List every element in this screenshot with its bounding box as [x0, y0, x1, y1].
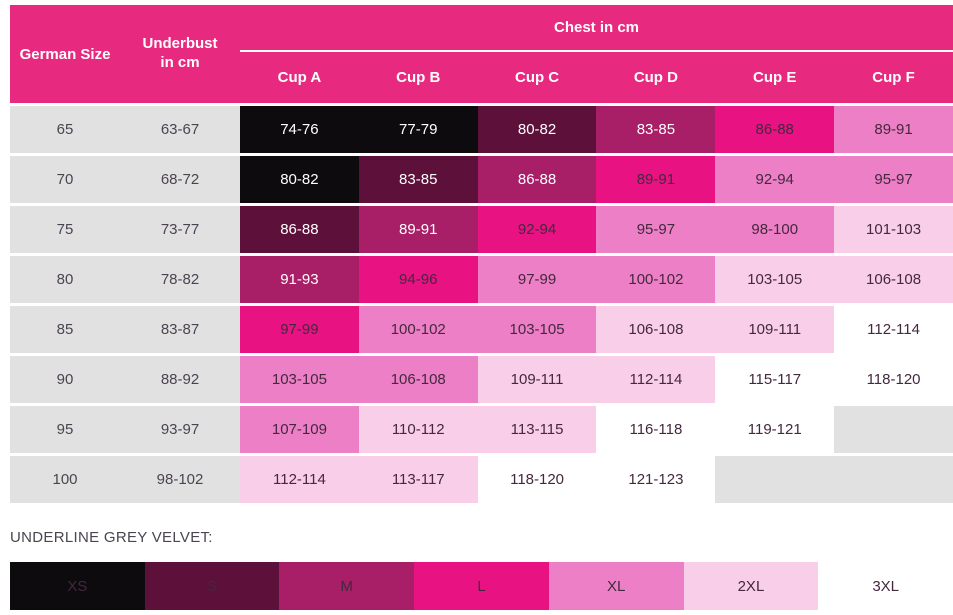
chest-range-cell: 94-96	[358, 256, 478, 303]
chest-range-cell: 103-105	[715, 256, 835, 303]
chest-range-cell: 107-109	[240, 406, 359, 453]
chest-range-cell: 97-99	[240, 306, 359, 353]
chest-range-cell: 86-88	[240, 206, 359, 253]
table-row: 90 88-92 103-105 106-108 109-111 112-114 115-1…	[10, 356, 953, 403]
german-size-cell: 75	[10, 206, 120, 253]
table-body: 65 63-67 74-76 77-79 80-82 83-85 86-88 89-91 70 6…	[10, 106, 953, 503]
german-size-cell: 80	[10, 256, 120, 303]
cup-header-row: Cup A Cup B Cup C Cup D Cup E Cup F	[240, 52, 953, 103]
chest-range-cell: 109-111	[477, 356, 597, 403]
header-german-size-label: German Size	[19, 45, 111, 63]
chest-range-cell: 98-100	[715, 206, 835, 253]
cup-header-label: Cup C	[514, 69, 560, 86]
table-row: 85 83-87 97-99 100-102 103-105 106-108 109-111…	[10, 306, 953, 353]
table-row: 70 68-72 80-82 83-85 86-88 89-91 92-94 95-97	[10, 156, 953, 203]
cup-header-label: Cup D	[633, 69, 678, 86]
chest-range-cell: 109-111	[715, 306, 835, 353]
table-row: 95 93-97 107-109 110-112 113-115 116-118 119-1…	[10, 406, 953, 453]
chest-range-cell: 89-91	[358, 206, 478, 253]
table-row: 75 73-77 86-88 89-91 92-94 95-97 98-100 101-103	[10, 206, 953, 253]
chest-range-cell: 89-91	[834, 106, 953, 153]
legend-title: UNDERLINE GREY VELVET:	[10, 529, 213, 546]
underbust-cell: 93-97	[120, 406, 240, 453]
empty-cell	[834, 406, 953, 453]
german-size-cell: 70	[10, 156, 120, 203]
chest-range-cell: 103-105	[477, 306, 597, 353]
legend-item: XL	[548, 562, 684, 610]
legend-item: L	[414, 562, 549, 610]
header-underbust-label: Underbust in cm	[142, 35, 218, 71]
chest-range-cell: 95-97	[834, 156, 953, 203]
chest-range-cell: 83-85	[358, 156, 478, 203]
table-row: 65 63-67 74-76 77-79 80-82 83-85 86-88 89-91	[10, 106, 953, 153]
chest-range-cell: 74-76	[240, 106, 359, 153]
chest-range-cell: 103-105	[240, 356, 359, 403]
chest-range-cell: 112-114	[834, 306, 953, 353]
header-german-size: German Size	[10, 5, 120, 103]
chest-range-cell: 101-103	[834, 206, 953, 253]
chest-range-cell: 80-82	[477, 106, 597, 153]
chest-range-cell: 116-118	[596, 406, 716, 453]
german-size-cell: 65	[10, 106, 120, 153]
underbust-cell: 73-77	[120, 206, 240, 253]
chest-range-cell: 113-117	[358, 456, 478, 503]
chest-range-cell: 89-91	[596, 156, 716, 203]
header-chest-group: Chest in cm Cup A Cup B Cup C Cup D Cup E Cup…	[240, 5, 953, 103]
chest-range-cell: 92-94	[477, 206, 597, 253]
underbust-cell: 68-72	[120, 156, 240, 203]
table-header: German Size Underbust in cm Chest in cm …	[10, 5, 953, 103]
cup-header-label: Cup B	[396, 69, 441, 86]
table-row: 80 78-82 91-93 94-96 97-99 100-102 103-105 106-…	[10, 256, 953, 303]
chest-range-cell: 118-120	[477, 456, 597, 503]
chest-range-cell: 119-121	[715, 406, 835, 453]
underbust-cell: 98-102	[120, 456, 240, 503]
header-chest-title-label: Chest in cm	[553, 19, 640, 36]
underbust-cell: 83-87	[120, 306, 240, 353]
header-underbust: Underbust in cm	[120, 5, 240, 103]
empty-cell	[715, 456, 835, 503]
chest-range-cell: 100-102	[596, 256, 716, 303]
chest-range-cell: 106-108	[834, 256, 953, 303]
underbust-cell: 88-92	[120, 356, 240, 403]
chest-range-cell: 95-97	[596, 206, 716, 253]
chest-range-cell: 80-82	[240, 156, 359, 203]
legend: XS S M L XL 2XL 3XL	[10, 562, 953, 610]
cup-header-label: Cup A	[277, 69, 322, 86]
chest-range-cell: 100-102	[358, 306, 478, 353]
chest-range-cell: 92-94	[715, 156, 835, 203]
legend-item: M	[279, 562, 415, 610]
chest-range-cell: 118-120	[834, 356, 953, 403]
size-chart: German Size Underbust in cm Chest in cm …	[10, 0, 953, 610]
chest-range-cell: 113-115	[477, 406, 597, 453]
cup-header-label: Cup F	[872, 69, 915, 86]
german-size-cell: 90	[10, 356, 120, 403]
underbust-cell: 63-67	[120, 106, 240, 153]
chest-range-cell: 110-112	[358, 406, 478, 453]
empty-cell	[834, 456, 953, 503]
table-row: 100 98-102 112-114 113-117 118-120 121-123	[10, 456, 953, 503]
cup-header-label: Cup E	[753, 69, 797, 86]
legend-item: 3XL	[818, 562, 953, 610]
chest-range-cell: 83-85	[596, 106, 716, 153]
chest-range-cell: 121-123	[596, 456, 716, 503]
chest-range-cell: 86-88	[715, 106, 835, 153]
legend-item: XS	[10, 562, 145, 610]
german-size-cell: 95	[10, 406, 120, 453]
chest-range-cell: 91-93	[240, 256, 359, 303]
chest-range-cell: 112-114	[596, 356, 716, 403]
underbust-cell: 78-82	[120, 256, 240, 303]
chest-range-cell: 97-99	[477, 256, 597, 303]
legend-item: S	[144, 562, 280, 610]
german-size-cell: 85	[10, 306, 120, 353]
chest-range-cell: 106-108	[358, 356, 478, 403]
chest-range-cell: 86-88	[477, 156, 597, 203]
chest-range-cell: 77-79	[358, 106, 478, 153]
chest-range-cell: 106-108	[596, 306, 716, 353]
header-chest-title: Chest in cm	[240, 5, 953, 52]
chest-range-cell: 115-117	[715, 356, 835, 403]
german-size-cell: 100	[10, 456, 120, 503]
legend-item: 2XL	[683, 562, 819, 610]
chest-range-cell: 112-114	[240, 456, 359, 503]
